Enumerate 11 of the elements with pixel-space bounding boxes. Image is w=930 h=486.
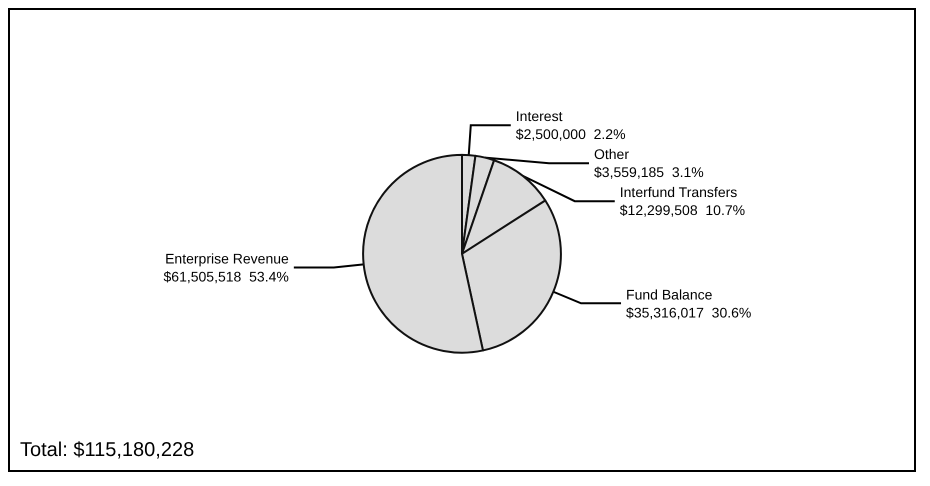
data-label: $3,559,185 3.1% [594, 164, 704, 180]
slice-label: Other [594, 146, 630, 162]
data-label: $35,316,017 30.6% [626, 304, 752, 320]
slice-label: Fund Balance [626, 286, 713, 302]
data-label: $61,505,518 53.4% [163, 268, 289, 285]
slice-label: Enterprise Revenue [165, 250, 290, 267]
slice-label: Interfund Transfers [620, 184, 738, 200]
data-label: $12,299,508 10.7% [620, 202, 746, 218]
data-label: $2,500,000 2.2% [516, 126, 626, 142]
slice-label: Interest [516, 108, 563, 124]
text: Total: $115,180,228 [20, 439, 194, 461]
